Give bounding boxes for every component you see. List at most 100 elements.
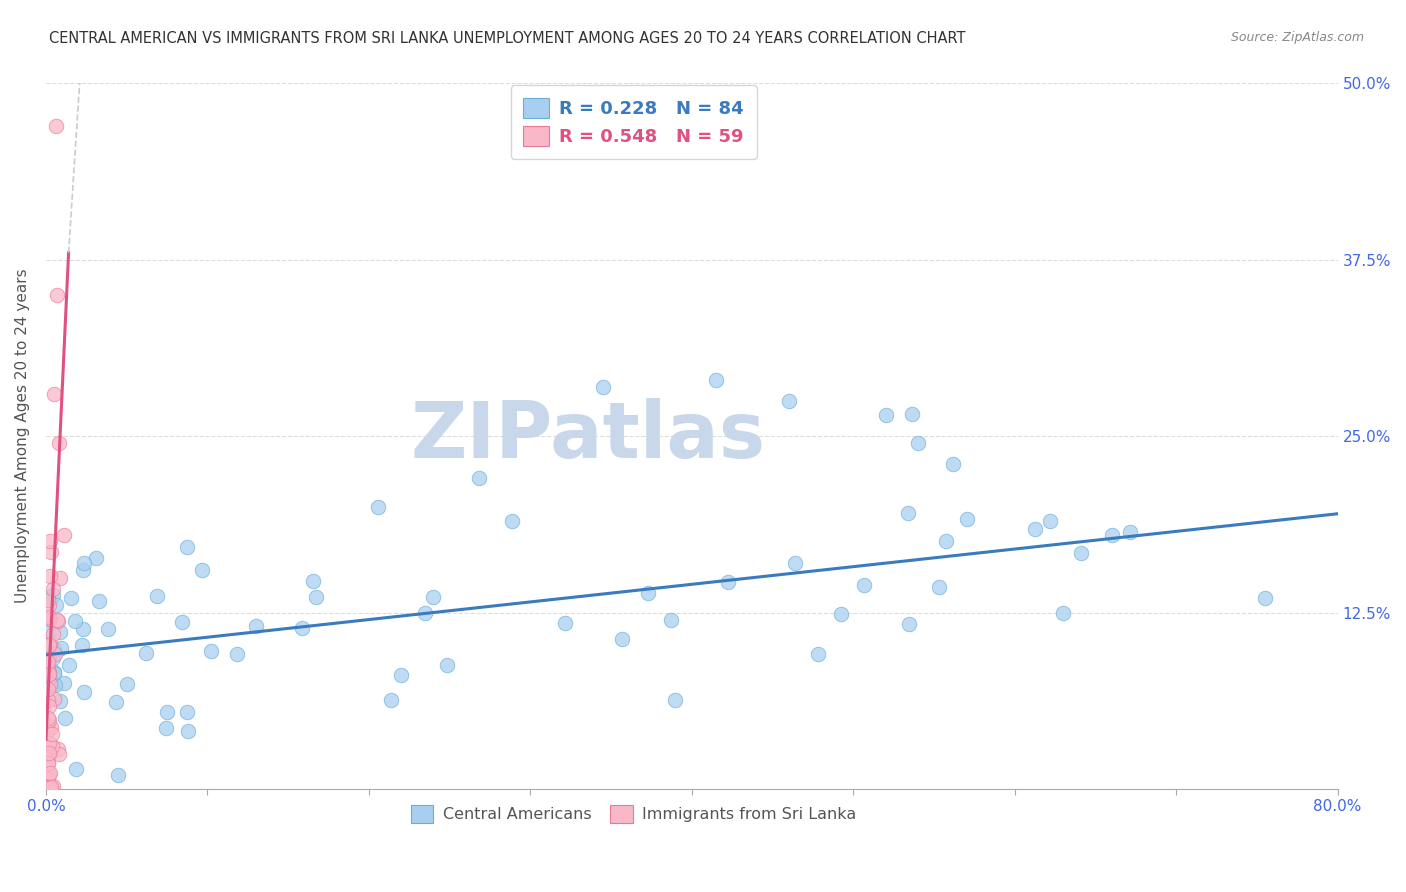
Point	[38, 638, 60, 652]
Point	[41, 780, 63, 794]
Point	[554, 615, 576, 630]
Point	[38, 650, 60, 665]
Point	[42, 641, 65, 656]
Point	[37, 780, 59, 795]
Point	[53, 528, 76, 542]
Point	[305, 591, 328, 605]
Point	[39, 534, 62, 549]
Point	[612, 632, 634, 647]
Point	[42, 588, 65, 602]
Point	[38, 780, 60, 795]
Point	[896, 506, 918, 520]
Point	[97, 622, 120, 636]
Point	[664, 693, 686, 707]
Point	[42, 387, 65, 401]
Point	[592, 380, 614, 394]
Point	[46, 288, 69, 302]
Point	[53, 711, 76, 725]
Point	[41, 545, 63, 559]
Point	[37, 649, 59, 664]
Point	[49, 571, 72, 585]
Point	[717, 575, 740, 590]
Point	[49, 625, 72, 640]
Point	[42, 582, 65, 596]
Point	[45, 598, 67, 612]
Point	[105, 695, 128, 709]
Point	[468, 471, 491, 485]
Point	[41, 627, 63, 641]
Point	[38, 677, 60, 691]
Point	[875, 408, 897, 422]
Point	[907, 436, 929, 450]
Point	[70, 638, 93, 652]
Point	[37, 711, 59, 725]
Point	[135, 647, 157, 661]
Point	[44, 665, 66, 679]
Point	[225, 648, 247, 662]
Point	[935, 534, 957, 549]
Point	[45, 119, 67, 133]
Point	[176, 706, 198, 720]
Point	[1101, 528, 1123, 542]
Point	[38, 746, 60, 760]
Point	[37, 780, 59, 795]
Point	[1254, 591, 1277, 606]
Point	[72, 623, 94, 637]
Point	[53, 675, 76, 690]
Point	[46, 742, 69, 756]
Point	[900, 408, 922, 422]
Legend: Central Americans, Immigrants from Sri Lanka: Central Americans, Immigrants from Sri L…	[399, 794, 868, 834]
Point	[73, 685, 96, 699]
Point	[704, 373, 727, 387]
Point	[176, 540, 198, 554]
Point	[59, 591, 82, 605]
Point	[1070, 546, 1092, 560]
Point	[38, 766, 60, 780]
Point	[659, 613, 682, 627]
Point	[942, 457, 965, 471]
Point	[637, 586, 659, 600]
Point	[156, 706, 179, 720]
Point	[1024, 522, 1046, 536]
Point	[41, 720, 63, 734]
Point	[58, 658, 80, 673]
Point	[785, 556, 807, 570]
Point	[65, 762, 87, 776]
Point	[39, 637, 62, 651]
Point	[38, 713, 60, 727]
Point	[38, 609, 60, 624]
Point	[41, 739, 63, 754]
Point	[63, 614, 86, 628]
Point	[422, 591, 444, 605]
Point	[38, 699, 60, 714]
Point	[897, 616, 920, 631]
Point	[87, 594, 110, 608]
Point	[37, 591, 59, 605]
Point	[1119, 525, 1142, 540]
Point	[38, 671, 60, 685]
Point	[1052, 606, 1074, 620]
Point	[72, 564, 94, 578]
Point	[37, 772, 59, 786]
Point	[170, 615, 193, 630]
Point	[37, 655, 59, 669]
Point	[290, 622, 312, 636]
Point	[44, 678, 66, 692]
Point	[37, 718, 59, 732]
Point	[852, 577, 875, 591]
Point	[39, 780, 62, 795]
Point	[38, 665, 60, 679]
Point	[73, 556, 96, 570]
Point	[42, 692, 65, 706]
Point	[146, 589, 169, 603]
Point	[37, 663, 59, 677]
Point	[41, 727, 63, 741]
Point	[415, 606, 437, 620]
Point	[38, 736, 60, 750]
Point	[380, 693, 402, 707]
Point	[84, 551, 107, 566]
Point	[37, 780, 59, 795]
Point	[37, 592, 59, 607]
Point	[807, 648, 830, 662]
Point	[37, 780, 59, 795]
